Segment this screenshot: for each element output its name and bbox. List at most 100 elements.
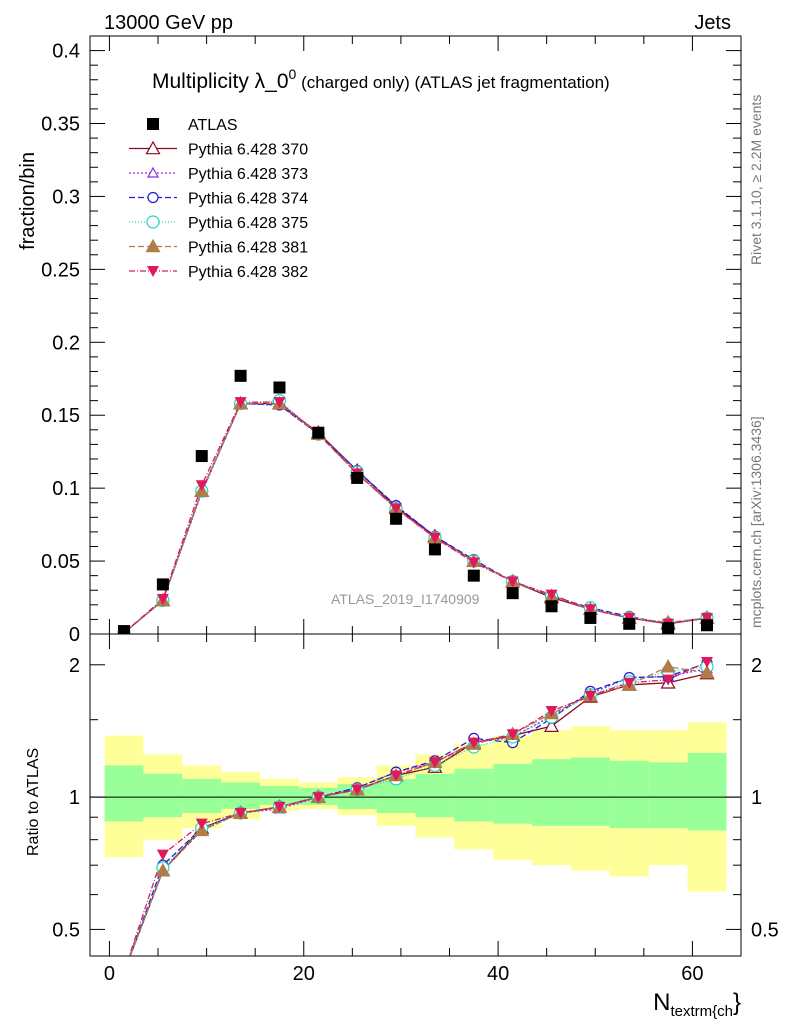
x-axis-label-tail: } — [733, 989, 741, 1016]
ratio-series-line-381 — [129, 666, 708, 956]
ratio-point-382 — [156, 849, 169, 861]
uncertainty-band-inner — [493, 763, 533, 824]
chart-title: Multiplicity λ_00 (charged only) (ATLAS … — [152, 66, 610, 93]
uncertainty-band-inner — [609, 760, 649, 829]
atlas-data-point — [273, 381, 286, 394]
main-panel: 0 0.05 0.1 0.15 0.2 0.25 0.3 0.35 0.4 fraction/b… — [17, 35, 742, 646]
uncertainty-band-inner — [260, 785, 299, 805]
main-point-382 — [545, 589, 558, 601]
x-axis-label: Ntextrm{ch} — [653, 989, 741, 1020]
main-point-382 — [273, 397, 286, 409]
legend: ATLAS Pythia 6.428 370 Pythia 6.428 373 Pyt… — [129, 117, 308, 281]
ratio-point-382 — [467, 737, 480, 749]
ratio-panel: 0.5 0.51 12 20 20 40 60 Ratio to ATLAS Ntextrm… — [25, 633, 779, 1020]
uncertainty-band-inner — [648, 762, 688, 829]
main-point-382 — [584, 604, 597, 616]
legend-marker-370 — [145, 140, 161, 155]
legend-label-381: Pythia 6.428 381 — [188, 240, 308, 257]
uncertainty-band-inner — [104, 765, 144, 822]
ratio-point-381 — [155, 862, 171, 877]
header-jets-label: Jets — [694, 12, 731, 34]
main-y-tick-label: 0.05 — [41, 551, 80, 573]
main-point-382 — [428, 532, 441, 544]
ratio-point-381 — [699, 664, 715, 679]
atlas-data-point — [428, 543, 441, 556]
uncertainty-band-inner — [182, 778, 222, 814]
ratio-point-382 — [390, 770, 403, 782]
x-tick-label: 0 — [104, 963, 115, 985]
atlas-data-point — [545, 600, 558, 613]
ratio-point-382 — [428, 757, 441, 769]
main-y-tick-label: 0.3 — [52, 186, 80, 208]
ratio-point-370 — [544, 718, 560, 732]
atlas-data-point — [700, 619, 713, 632]
ratio-point-381 — [660, 658, 676, 673]
main-point-382 — [195, 480, 208, 492]
main-point-382 — [467, 557, 480, 569]
ratio-y-tick-label-right: 2 — [751, 655, 762, 677]
legend-label-374: Pythia 6.428 374 — [188, 191, 308, 208]
main-y-tick-label: 0.4 — [52, 41, 80, 63]
chart-title-sup: 0 — [289, 66, 297, 82]
ratio-y-tick-label: 1 — [69, 787, 80, 809]
atlas-data-point — [623, 617, 636, 630]
atlas-data-point — [467, 569, 480, 582]
atlas-data-point — [351, 471, 364, 484]
atlas-data-point — [506, 587, 519, 600]
legend-label-ATLAS: ATLAS — [188, 117, 238, 134]
x-axis-label-main: N — [653, 989, 670, 1016]
legend-label-382: Pythia 6.428 382 — [188, 264, 308, 281]
uncertainty-band-inner — [221, 782, 261, 809]
legend-marker-375 — [146, 215, 160, 229]
atlas-data-point — [118, 625, 131, 634]
main-y-axis-label: fraction/bin — [17, 152, 39, 250]
ratio-point-382 — [700, 656, 713, 668]
main-point-382 — [234, 397, 247, 409]
ratio-point-382 — [662, 674, 675, 686]
legend-label-375: Pythia 6.428 375 — [188, 215, 308, 232]
legend-label-373: Pythia 6.428 373 — [188, 166, 308, 183]
legend-marker-381 — [145, 238, 161, 253]
main-series-line-382 — [123, 401, 708, 634]
ratio-point-382 — [273, 801, 286, 813]
main-point-382 — [700, 612, 713, 624]
x-tick-label: 20 — [293, 963, 315, 985]
ratio-frame — [89, 633, 742, 957]
rivet-version-label: Rivet 3.1.10, ≥ 2.2M events — [748, 95, 764, 265]
ratio-point-382 — [623, 677, 636, 689]
ratio-series-line-374 — [129, 662, 708, 956]
atlas-data-point — [312, 426, 325, 439]
main-y-tick-label: 0.35 — [41, 114, 80, 136]
ratio-y-axis-label: Ratio to ATLAS — [25, 748, 42, 856]
uncertainty-band-inner — [454, 768, 494, 822]
analysis-watermark: ATLAS_2019_I1740909 — [331, 591, 480, 607]
main-y-tick-label: 0.2 — [52, 332, 80, 354]
legend-marker-382 — [147, 266, 159, 277]
legend-label-370: Pythia 6.428 370 — [188, 142, 308, 159]
ratio-point-382 — [506, 729, 519, 741]
uncertainty-band-inner — [687, 752, 727, 831]
main-series-line-374 — [123, 402, 708, 634]
x-tick-label: 60 — [681, 963, 703, 985]
x-axis-label-sub: textrm{ch — [670, 1003, 733, 1020]
atlas-data-point — [662, 622, 675, 634]
uncertainty-band-inner — [143, 773, 183, 818]
uncertainty-band-inner — [415, 773, 455, 818]
mcplots-label: mcplots.cern.ch [arXiv:1306.3436] — [748, 416, 764, 628]
header-process-label: 13000 GeV pp — [104, 12, 233, 34]
main-y-tick-label: 0.15 — [41, 405, 80, 427]
ratio-y-tick-label: 2 — [69, 655, 80, 677]
main-point-382 — [506, 576, 519, 588]
ratio-point-381 — [194, 822, 210, 837]
legend-marker-ATLAS — [147, 118, 159, 130]
legend-marker-374 — [147, 191, 159, 204]
ratio-point-382 — [545, 705, 558, 717]
uncertainty-band-inner — [532, 759, 571, 826]
chart-title-main: Multiplicity λ_0 — [152, 70, 289, 93]
atlas-data-point — [156, 578, 169, 591]
atlas-data-point — [234, 369, 247, 382]
ratio-y-tick-label-right: 1 — [751, 787, 762, 809]
chart-title-rest: (charged only) (ATLAS jet fragmentation) — [296, 73, 609, 92]
main-y-tick-label: 0 — [69, 624, 80, 646]
